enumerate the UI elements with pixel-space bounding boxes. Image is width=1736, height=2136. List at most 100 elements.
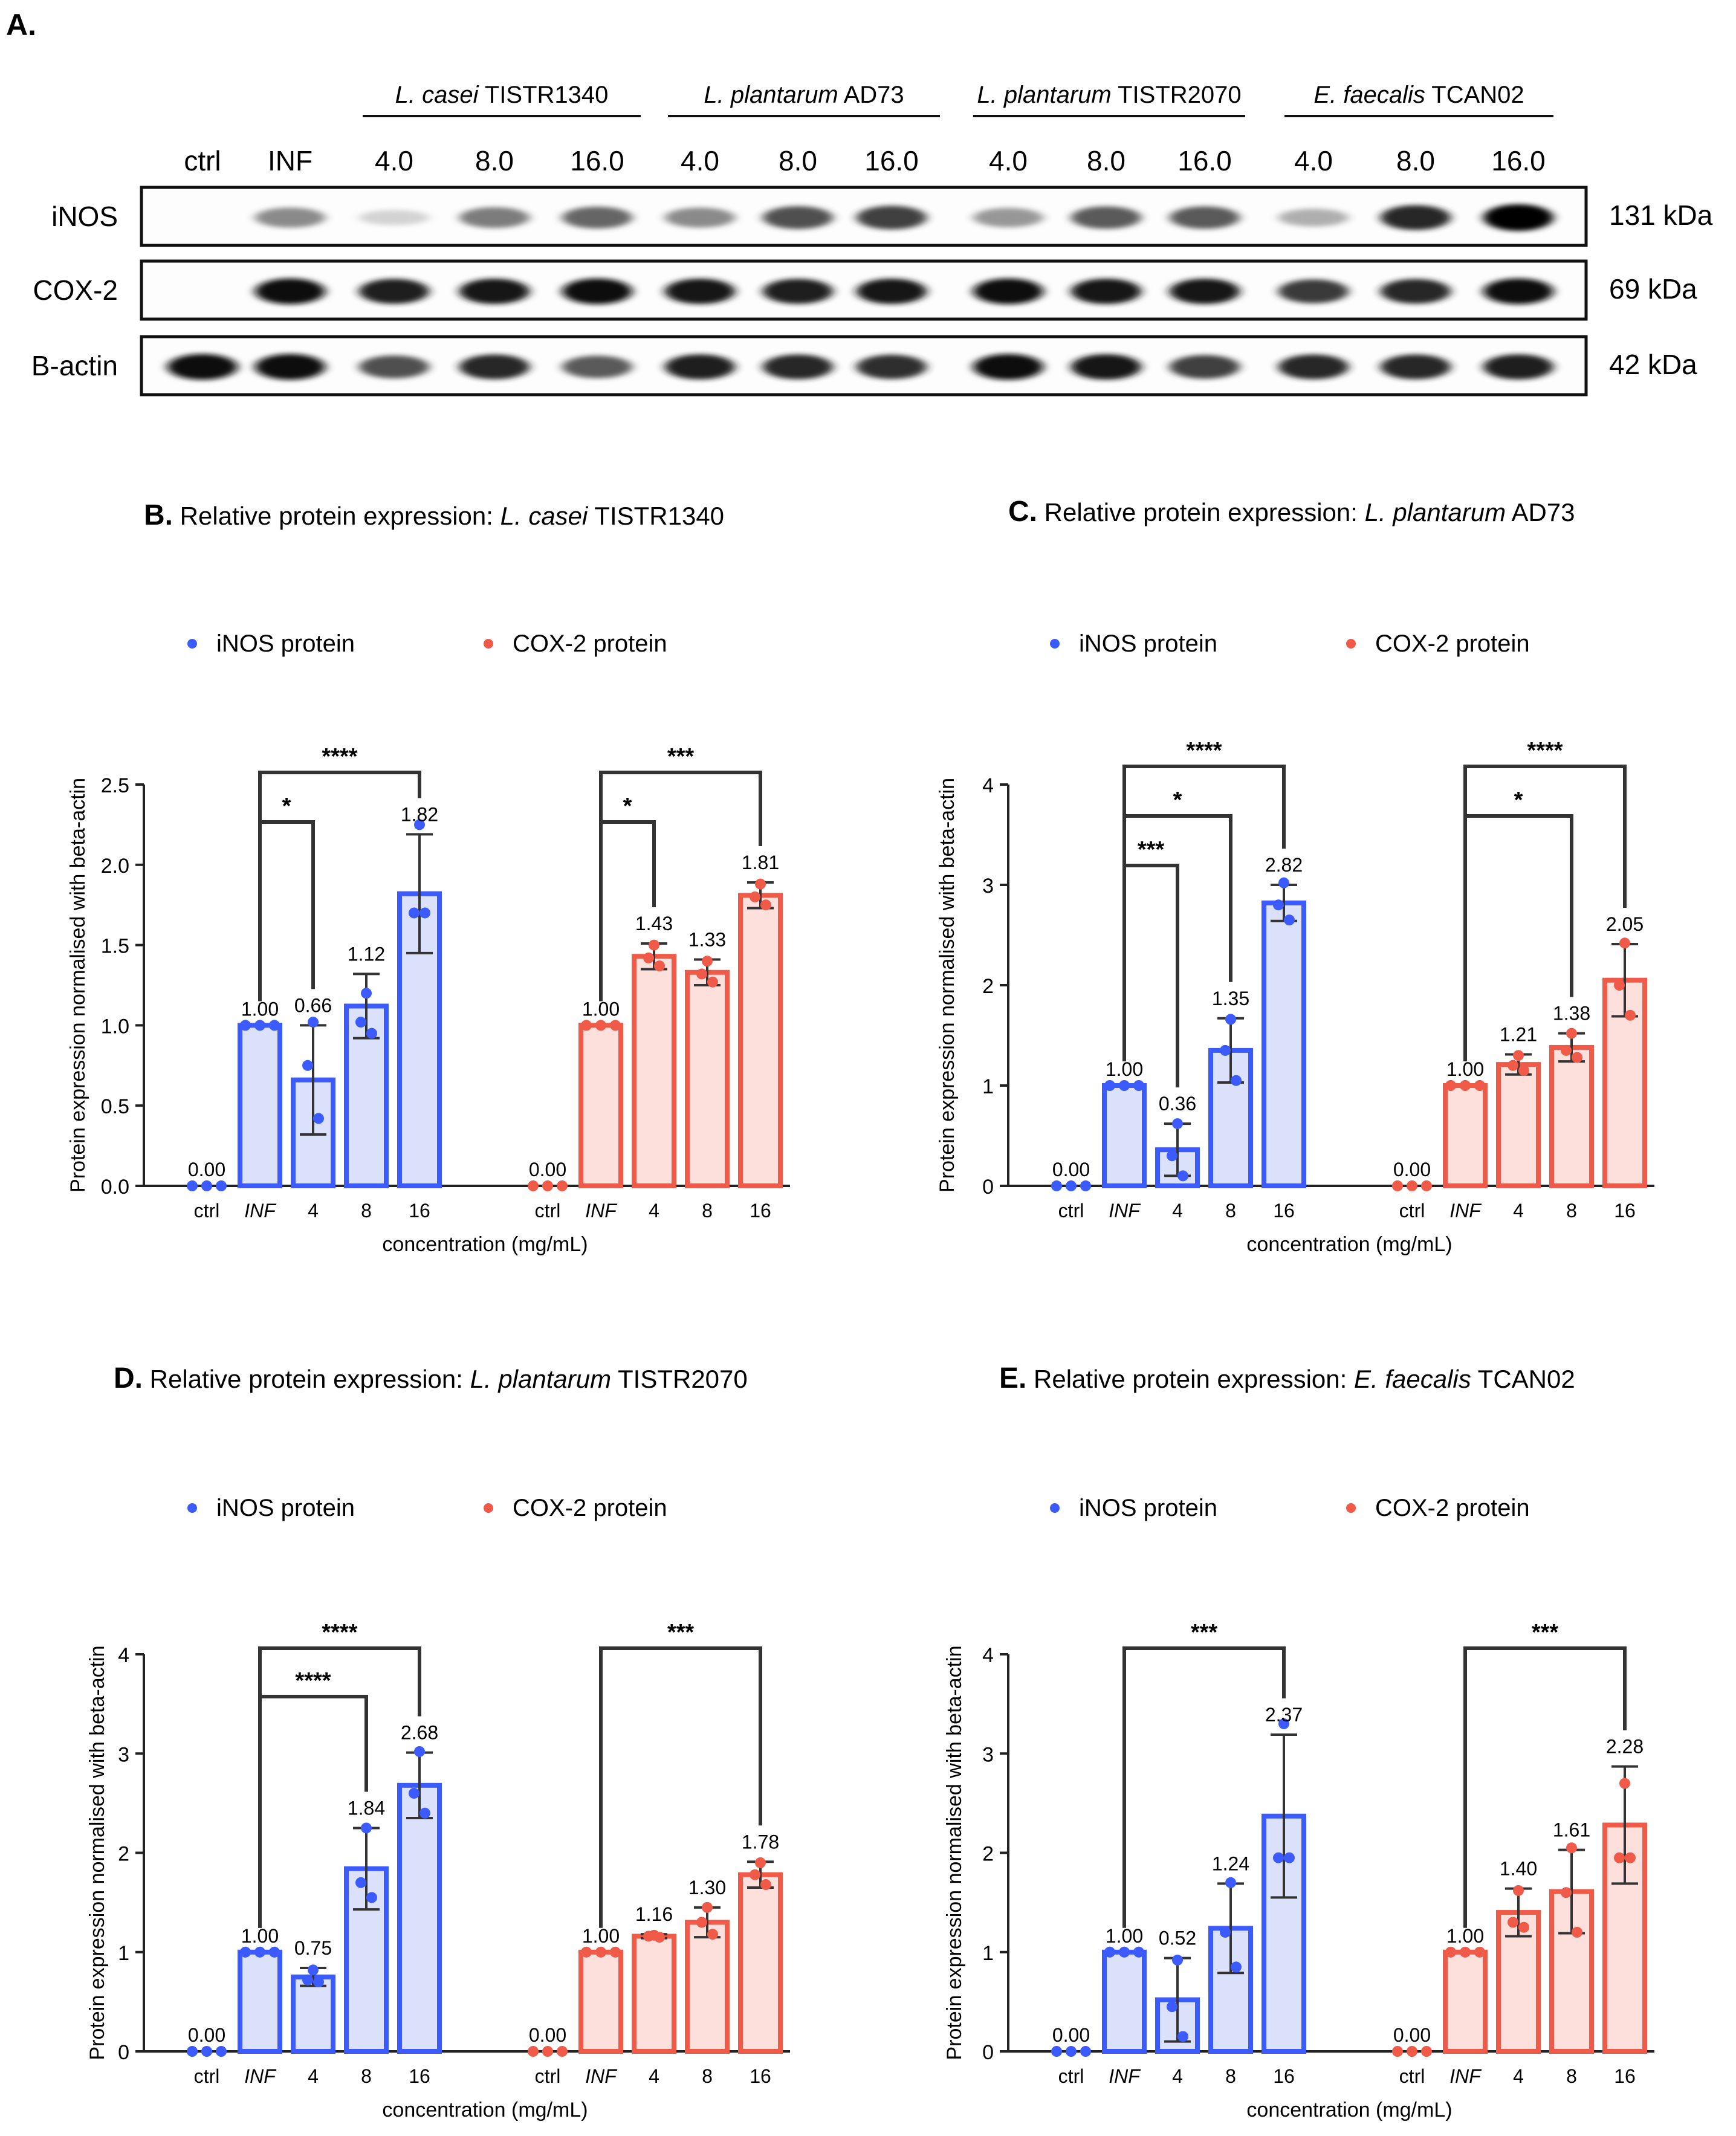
legend-label-cox: COX-2 protein bbox=[1375, 630, 1530, 657]
value-label: 1.81 bbox=[742, 852, 779, 873]
x-tick-label: ctrl bbox=[194, 1200, 220, 1222]
data-point bbox=[1051, 2046, 1062, 2057]
bar bbox=[238, 1023, 282, 1189]
significance-label: **** bbox=[322, 1620, 357, 1645]
significance-label: * bbox=[1514, 788, 1523, 813]
bar bbox=[1443, 1083, 1488, 1188]
data-point bbox=[1220, 1926, 1231, 1938]
lane-label: INF bbox=[268, 145, 313, 176]
x-tick-label: INF bbox=[244, 1200, 277, 1222]
x-tick-label: 8 bbox=[1566, 1200, 1577, 1222]
significance-label: **** bbox=[1527, 738, 1563, 763]
x-tick-label: 8 bbox=[702, 1200, 713, 1222]
data-point bbox=[696, 968, 707, 980]
lane-label: 4.0 bbox=[989, 145, 1028, 176]
blot-band bbox=[1278, 279, 1349, 303]
x-tick-label: 4 bbox=[1172, 2065, 1183, 2087]
blot-protein-label: iNOS bbox=[51, 201, 118, 232]
legend-label-inos: iNOS protein bbox=[216, 1495, 355, 1521]
data-point bbox=[581, 1020, 592, 1031]
blot-band bbox=[1071, 278, 1141, 305]
legend-marker-cox bbox=[484, 1503, 493, 1513]
legend-marker-cox bbox=[484, 639, 493, 649]
chart-title: C. Relative protein expression: L. plant… bbox=[1008, 496, 1575, 528]
data-point bbox=[1284, 914, 1295, 926]
data-point bbox=[1566, 1028, 1577, 1039]
data-point bbox=[595, 1946, 606, 1958]
data-point bbox=[1513, 1885, 1524, 1896]
blot-band bbox=[1483, 278, 1553, 305]
data-point bbox=[419, 1807, 430, 1819]
blot-band bbox=[562, 206, 632, 229]
significance-bracket bbox=[258, 771, 421, 1002]
strain-group-label: L. casei TISTR1340 bbox=[395, 82, 609, 108]
significance-label: *** bbox=[667, 1620, 695, 1645]
y-axis-label: Protein expression normalised with beta-… bbox=[943, 1645, 966, 2060]
blot-band bbox=[857, 278, 927, 305]
legend-label-inos: iNOS protein bbox=[1079, 630, 1217, 657]
value-label: 0.00 bbox=[1393, 1159, 1431, 1180]
blot-band bbox=[1170, 278, 1240, 305]
x-tick-label: 16 bbox=[1273, 2065, 1295, 2087]
lane-label: 16.0 bbox=[570, 145, 624, 176]
bar-charts: B. Relative protein expression: L. casei… bbox=[66, 496, 1654, 2121]
data-point bbox=[696, 1917, 707, 1928]
value-label: 1.82 bbox=[401, 803, 438, 825]
bar bbox=[1443, 1949, 1488, 2054]
data-point bbox=[1614, 980, 1625, 991]
blot-band bbox=[562, 355, 632, 378]
bar bbox=[632, 954, 676, 1189]
blot-band bbox=[763, 354, 833, 380]
data-point bbox=[201, 1180, 212, 1191]
value-label: 2.05 bbox=[1606, 913, 1644, 935]
value-label: 2.37 bbox=[1265, 1704, 1303, 1726]
blot-band bbox=[459, 207, 530, 228]
value-label: 0.00 bbox=[1052, 2024, 1090, 2046]
blot-band bbox=[1278, 354, 1349, 380]
value-label: 0.66 bbox=[294, 994, 332, 1016]
value-label: 1.84 bbox=[348, 1797, 385, 1819]
data-point bbox=[1167, 1150, 1177, 1162]
data-point bbox=[610, 1020, 621, 1031]
data-point bbox=[1080, 1180, 1091, 1191]
data-point bbox=[1407, 1180, 1417, 1191]
data-point bbox=[1172, 1954, 1183, 1966]
lane-label: 16.0 bbox=[1177, 145, 1232, 176]
value-label: 2.68 bbox=[401, 1722, 438, 1744]
value-label: 2.82 bbox=[1265, 854, 1303, 876]
data-point bbox=[1225, 1877, 1236, 1888]
legend-marker-inos bbox=[187, 639, 197, 649]
data-point bbox=[1445, 1080, 1456, 1091]
data-point bbox=[1518, 1921, 1529, 1933]
x-axis-label: concentration (mg/mL) bbox=[382, 1233, 588, 1256]
value-label: 0.00 bbox=[1393, 2024, 1431, 2046]
value-label: 1.12 bbox=[348, 943, 385, 965]
bar bbox=[1602, 977, 1647, 1188]
blot-band bbox=[255, 278, 325, 305]
x-tick-label: 16 bbox=[750, 2065, 771, 2087]
y-tick-label: 0.5 bbox=[101, 1095, 129, 1118]
data-point bbox=[750, 1869, 760, 1880]
data-point bbox=[1278, 877, 1289, 888]
legend-marker-cox bbox=[1346, 639, 1356, 649]
x-tick-label: ctrl bbox=[535, 2065, 561, 2087]
data-point bbox=[542, 1180, 553, 1191]
chart-title: E. Relative protein expression: E. faeca… bbox=[999, 1362, 1575, 1394]
data-point bbox=[1278, 1718, 1289, 1729]
value-label: 0.00 bbox=[188, 1159, 225, 1180]
data-point bbox=[1051, 1180, 1062, 1191]
y-tick-label: 3 bbox=[118, 1743, 129, 1766]
strain-group-label: L. plantarum TISTR2070 bbox=[977, 82, 1241, 108]
legend-marker-inos bbox=[1050, 1503, 1060, 1513]
chart-title: D. Relative protein expression: L. plant… bbox=[114, 1362, 748, 1394]
significance-label: * bbox=[282, 794, 291, 819]
blot-band bbox=[255, 354, 325, 380]
y-tick-label: 1 bbox=[118, 1942, 129, 1965]
data-point bbox=[1518, 1065, 1529, 1076]
value-label: 1.38 bbox=[1553, 1003, 1590, 1024]
data-point bbox=[254, 1946, 265, 1958]
lane-label: 8.0 bbox=[1087, 145, 1125, 176]
data-point bbox=[1066, 1180, 1077, 1191]
bar bbox=[238, 1949, 282, 2054]
